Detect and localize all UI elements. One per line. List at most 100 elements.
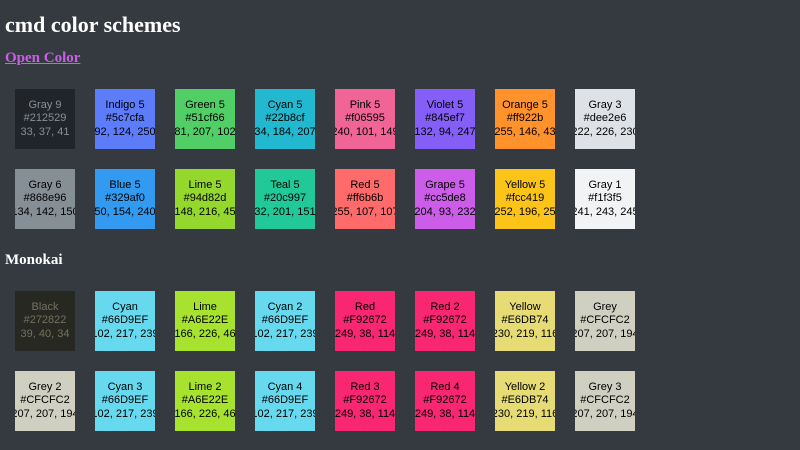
color-swatch[interactable]: Teal 5 #20c997 32, 201, 151 — [255, 169, 315, 229]
swatch-hex: #A6E22E — [181, 394, 229, 407]
swatch-hex: #51cf66 — [185, 112, 225, 125]
color-swatch[interactable]: Cyan#66D9EF102, 217, 239 — [95, 291, 155, 351]
swatch-rgb: 249, 38, 114 — [415, 407, 475, 420]
color-swatch[interactable]: Lime 2 #A6E22E 166, 226, 46 — [175, 371, 235, 431]
swatch-hex: #329af0 — [105, 192, 145, 205]
swatch-hex: #A6E22E — [181, 314, 229, 327]
color-swatch[interactable]: Red 3 #F92672 249, 38, 114 — [335, 371, 395, 431]
swatch-rgb: 166, 226, 46 — [175, 327, 235, 340]
swatch-name: Cyan — [112, 300, 138, 313]
color-swatch[interactable]: Gray 1#f1f3f5241, 243, 245 — [575, 169, 635, 229]
swatch-name: Red 5 — [350, 178, 380, 191]
color-swatch[interactable]: Indigo 5 #5c7cfa 92, 124, 250 — [95, 89, 155, 149]
swatch-hex: #20c997 — [263, 192, 307, 205]
swatch-rgb: 34, 184, 207 — [255, 125, 315, 138]
swatch-name: Grey — [593, 300, 617, 313]
color-swatch[interactable]: Grape 5 #cc5de8 204, 93, 232 — [415, 169, 475, 229]
color-swatch[interactable]: Red 5#ff6b6b255, 107, 107 — [335, 169, 395, 229]
swatch-hex: #f1f3f5 — [588, 192, 622, 205]
swatch-hex: #ff6b6b — [346, 192, 384, 205]
color-swatch[interactable]: Gray 6#868e96134, 142, 150 — [15, 169, 75, 229]
color-swatch[interactable]: Gray 9 #212529 33, 37, 41 — [15, 89, 75, 149]
color-swatch[interactable]: Yellow 5 #fcc419 252, 196, 25 — [495, 169, 555, 229]
color-swatch[interactable]: Pink 5#f06595240, 101, 149 — [335, 89, 395, 149]
swatch-name: Green 5 — [185, 98, 225, 111]
swatch-name: Grape 5 — [425, 178, 465, 191]
swatch-hex: #E6DB74 — [501, 394, 549, 407]
swatch-rgb: 102, 217, 239 — [255, 407, 315, 420]
color-swatch[interactable]: Lime 5 #94d82d 148, 216, 45 — [175, 169, 235, 229]
swatch-rgb: 102, 217, 239 — [255, 327, 315, 340]
color-swatch[interactable]: Red 4 #F92672 249, 38, 114 — [415, 371, 475, 431]
swatch-rgb: 39, 40, 34 — [20, 327, 70, 340]
swatch-name: Black — [31, 300, 59, 313]
color-swatch[interactable]: Cyan 4#66D9EF102, 217, 239 — [255, 371, 315, 431]
color-swatch[interactable]: Yellow 2 #E6DB74 230, 219, 116 — [495, 371, 555, 431]
swatch-rgb: 102, 217, 239 — [95, 407, 155, 420]
color-swatch[interactable]: Yellow #E6DB74 230, 219, 116 — [495, 291, 555, 351]
color-swatch[interactable]: Gray 3#dee2e6222, 226, 230 — [575, 89, 635, 149]
color-swatch[interactable]: Grey#CFCFC2207, 207, 194 — [575, 291, 635, 351]
swatch-name: Red 4 — [430, 380, 460, 393]
swatch-rgb: 230, 219, 116 — [495, 327, 555, 340]
swatch-name: Gray 6 — [28, 178, 62, 191]
swatch-rgb: 81, 207, 102 — [175, 125, 235, 138]
swatch-name: Cyan 4 — [267, 380, 303, 393]
swatch-hex: #94d82d — [183, 192, 227, 205]
swatch-name: Cyan 2 — [267, 300, 303, 313]
swatch-rgb: 166, 226, 46 — [175, 407, 235, 420]
swatch-hex: #CFCFC2 — [580, 394, 630, 407]
swatch-rgb: 204, 93, 232 — [415, 205, 475, 218]
open-color-link[interactable]: Open Color — [5, 50, 81, 66]
swatch-hex: #E6DB74 — [501, 314, 549, 327]
color-swatch[interactable]: Red 2 #F92672 249, 38, 114 — [415, 291, 475, 351]
color-swatch[interactable]: Orange 5 #ff922b 255, 146, 43 — [495, 89, 555, 149]
swatch-rgb: 255, 107, 107 — [335, 205, 395, 218]
page-title: cmd color schemes — [5, 12, 181, 37]
swatch-hex: #5c7cfa — [105, 112, 145, 125]
color-swatch[interactable]: Black #272822 39, 40, 34 — [15, 291, 75, 351]
swatch-name: Orange 5 — [502, 98, 548, 111]
color-swatch[interactable]: Blue 5 #329af0 50, 154, 240 — [95, 169, 155, 229]
swatch-name: Grey 2 — [28, 380, 62, 393]
monokai-heading: Monokai — [5, 252, 63, 268]
swatch-rgb: 240, 101, 149 — [335, 125, 395, 138]
swatch-name: Cyan 5 — [267, 98, 303, 111]
swatch-hex: #212529 — [23, 112, 67, 125]
swatch-hex: #66D9EF — [101, 314, 149, 327]
swatch-rgb: 102, 217, 239 — [95, 327, 155, 340]
swatch-hex: #F92672 — [343, 314, 387, 327]
color-swatch[interactable]: Cyan 5 #22b8cf 34, 184, 207 — [255, 89, 315, 149]
color-swatch[interactable]: Lime #A6E22E 166, 226, 46 — [175, 291, 235, 351]
swatch-name: Grey 3 — [588, 380, 622, 393]
swatch-hex: #66D9EF — [261, 394, 309, 407]
swatch-rgb: 207, 207, 194 — [15, 407, 75, 420]
swatch-name: Cyan 3 — [107, 380, 143, 393]
swatch-name: Teal 5 — [270, 178, 300, 191]
swatch-rgb: 134, 142, 150 — [15, 205, 75, 218]
swatch-name: Gray 3 — [588, 98, 622, 111]
color-swatch[interactable]: Grey 3#CFCFC2207, 207, 194 — [575, 371, 635, 431]
color-swatch[interactable]: Grey 2#CFCFC2207, 207, 194 — [15, 371, 75, 431]
swatch-name: Lime 2 — [188, 380, 222, 393]
swatch-name: Yellow 5 — [504, 178, 546, 191]
swatch-hex: #22b8cf — [265, 112, 305, 125]
swatch-name: Gray 1 — [588, 178, 622, 191]
swatch-name: Red — [354, 300, 376, 313]
swatch-hex: #66D9EF — [261, 314, 309, 327]
swatch-rgb: 252, 196, 25 — [495, 205, 555, 218]
color-swatch[interactable]: Cyan 3#66D9EF102, 217, 239 — [95, 371, 155, 431]
swatch-hex: #CFCFC2 — [580, 314, 630, 327]
swatch-rgb: 32, 201, 151 — [255, 205, 315, 218]
color-swatch[interactable]: Red #F92672 249, 38, 114 — [335, 291, 395, 351]
color-swatch[interactable]: Cyan 2#66D9EF102, 217, 239 — [255, 291, 315, 351]
color-swatch[interactable]: Green 5 #51cf66 81, 207, 102 — [175, 89, 235, 149]
swatch-rgb: 241, 243, 245 — [575, 205, 635, 218]
swatch-hex: #cc5de8 — [424, 192, 466, 205]
swatch-hex: #272822 — [23, 314, 67, 327]
swatch-hex: #868e96 — [23, 192, 67, 205]
swatch-hex: #fcc419 — [505, 192, 545, 205]
swatch-rgb: 222, 226, 230 — [575, 125, 635, 138]
color-swatch[interactable]: Violet 5 #845ef7 132, 94, 247 — [415, 89, 475, 149]
